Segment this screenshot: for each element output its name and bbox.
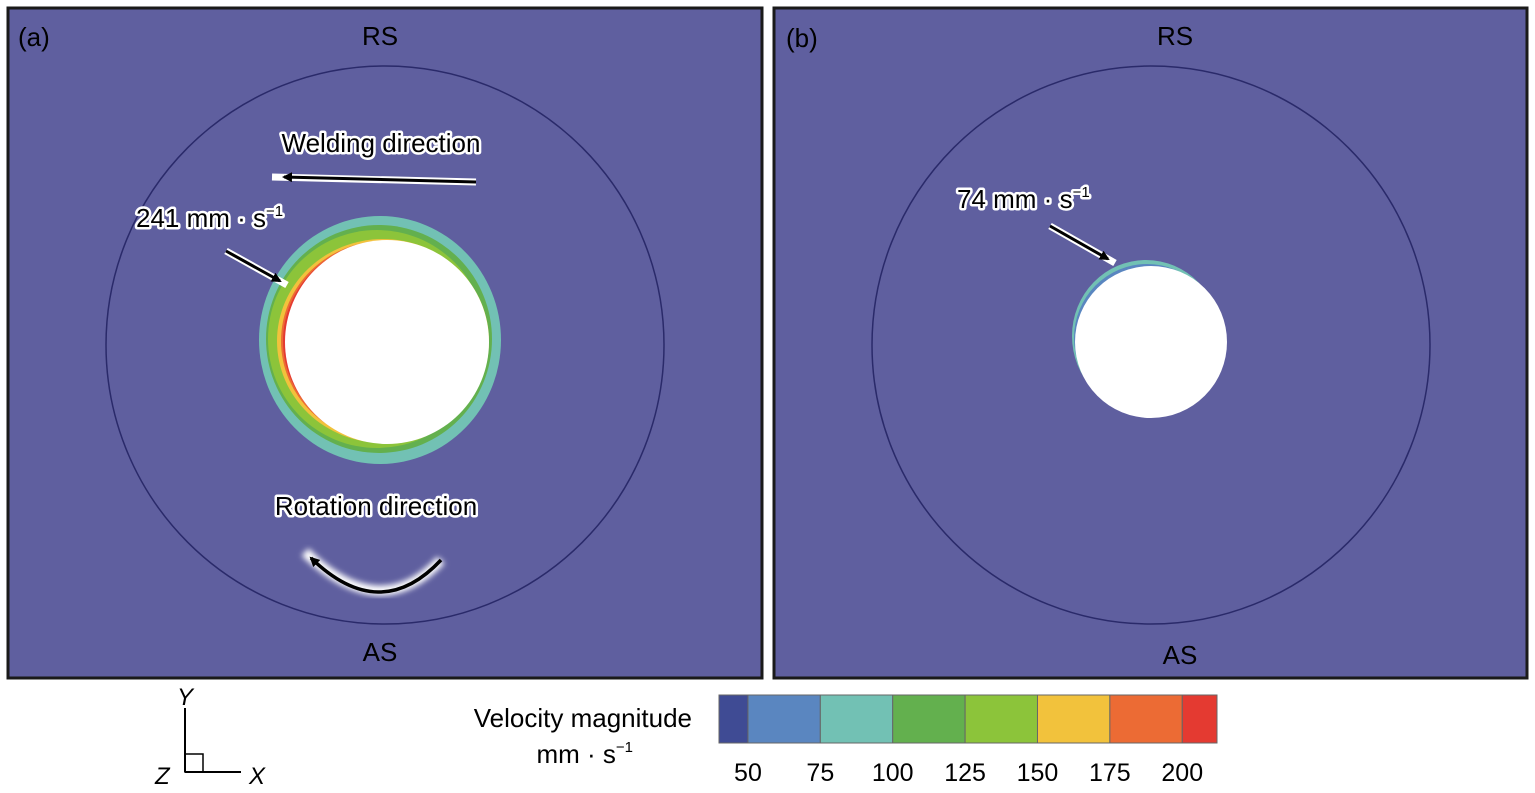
legend-ticks: 50 75 100 125 150 175 200 <box>734 759 1203 787</box>
panel-b-pin <box>1075 266 1227 418</box>
panel-a-tag: (a) <box>18 22 50 52</box>
panel-b: (b) RS AS 74 mm · s−1 <box>772 6 1529 680</box>
panel-a: (a) RS AS Welding direction 241 mm · s−1… <box>6 6 764 680</box>
legend-tick-100: 100 <box>872 759 914 787</box>
legend-tick-150: 150 <box>1017 759 1059 787</box>
panel-b-max-velocity-arrow <box>1049 224 1110 261</box>
legend-bin-7 <box>1181 694 1218 744</box>
panel-b-max-velocity-annotation: 74 mm · s−1 <box>955 182 1117 267</box>
welding-direction-label: Welding direction <box>282 128 481 158</box>
legend-tick-175: 175 <box>1089 759 1131 787</box>
velocity-legend: Velocity magnitude mm · s−1 50 75 100 125 15… <box>474 694 1218 787</box>
axis-x-label: X <box>248 763 266 790</box>
legend-bin-1 <box>747 694 821 744</box>
coordinate-axes: Y Z X <box>154 684 266 790</box>
panel-a-pin <box>285 240 489 444</box>
legend-tick-75: 75 <box>806 759 834 787</box>
welding-direction-arrow <box>271 172 477 186</box>
panel-a-as-label: AS <box>363 637 398 667</box>
axis-z-label: Z <box>154 763 171 790</box>
panel-b-rs-label: RS <box>1157 21 1193 51</box>
legend-bin-2 <box>819 694 894 744</box>
legend-title: Velocity magnitude <box>474 703 692 733</box>
panel-b-tag: (b) <box>786 23 818 53</box>
panel-a-max-velocity-arrow <box>225 249 282 283</box>
legend-bin-0 <box>718 694 749 744</box>
legend-tick-200: 200 <box>1161 759 1203 787</box>
legend-tick-125: 125 <box>944 759 986 787</box>
panel-a-shoulder-ring <box>105 65 665 625</box>
panel-b-max-velocity: 74 mm · s−1 <box>957 184 1090 214</box>
panel-b-shoulder-ring <box>871 65 1431 625</box>
legend-colorbar <box>718 694 1218 744</box>
rotation-direction-label: Rotation direction <box>275 491 477 521</box>
panel-a-velocity-contours <box>259 216 501 464</box>
panel-b-velocity-contours <box>1072 260 1227 418</box>
legend-unit: mm · s−1 <box>536 739 633 769</box>
legend-bin-3 <box>892 694 966 744</box>
legend-bin-6 <box>1109 694 1183 744</box>
legend-colorbar-border <box>718 694 1218 744</box>
panel-b-as-label: AS <box>1163 640 1198 670</box>
rotation-direction-arrow <box>301 548 445 596</box>
panel-a-rs-label: RS <box>362 21 398 51</box>
panel-a-max-velocity-annotation: 241 mm · s−1 <box>134 201 289 289</box>
panel-a-max-velocity: 241 mm · s−1 <box>136 203 283 233</box>
legend-bin-5 <box>1036 694 1111 744</box>
legend-bin-4 <box>964 694 1038 744</box>
legend-tick-50: 50 <box>734 759 762 787</box>
axis-y-label: Y <box>177 684 195 711</box>
